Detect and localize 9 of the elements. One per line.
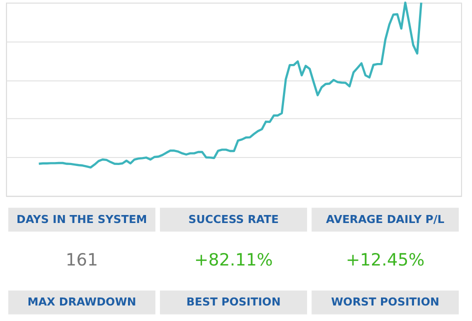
text: +82.11%	[194, 250, 273, 270]
text: +12.45%	[346, 250, 425, 270]
category-label: MAX DRAWDOWN	[27, 296, 136, 309]
category-label: WORST POSITION	[331, 296, 440, 309]
text: 161	[66, 250, 98, 270]
category-label: BEST POSITION	[186, 296, 281, 309]
category-label: AVERAGE DAILY P/L	[326, 212, 444, 226]
category-label: SUCCESS RATE	[188, 212, 279, 226]
category-label: DAYS IN THE SYSTEM	[16, 212, 148, 226]
